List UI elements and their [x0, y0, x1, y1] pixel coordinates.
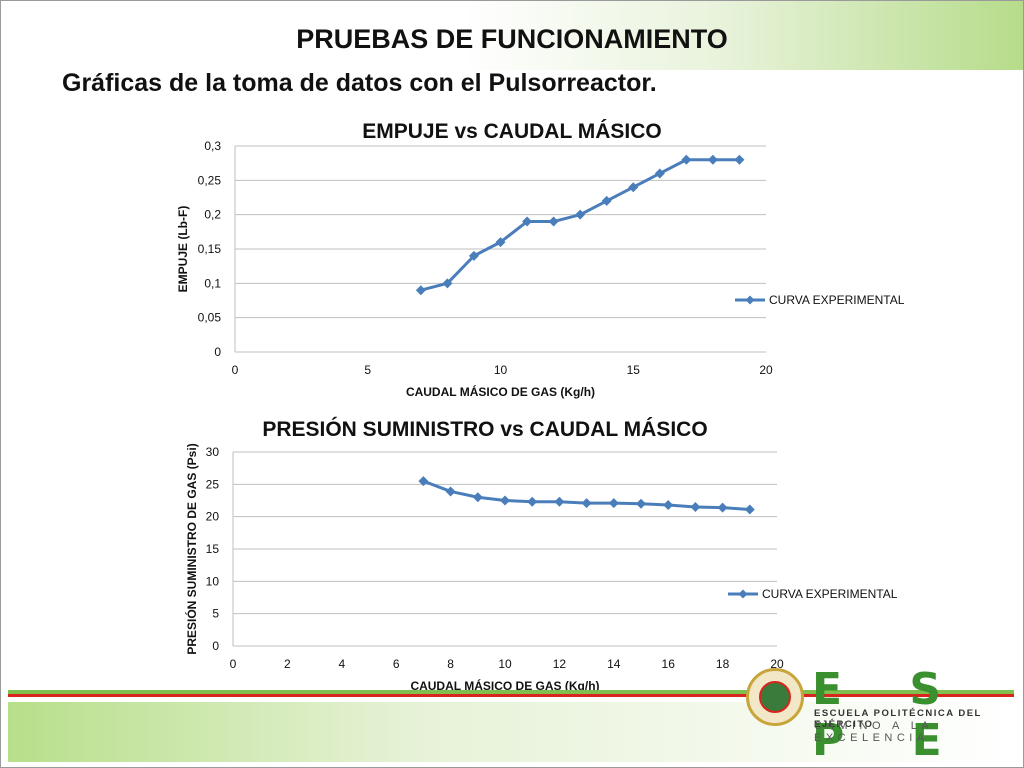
chart2-xtick-label: 10 — [498, 657, 512, 671]
chart2-xtick-label: 18 — [716, 657, 730, 671]
chart1-data-point — [734, 154, 745, 165]
chart1-data-point — [522, 216, 533, 227]
chart2-ytick-label: 30 — [206, 445, 220, 459]
chart2-title: PRESIÓN SUMINISTRO vs CAUDAL MÁSICO — [262, 417, 707, 441]
chart1-ytick-label: 0,05 — [198, 311, 222, 325]
chart1-ytick-label: 0,1 — [204, 276, 221, 290]
espe-school-name: ESCUELA POLITÉCNICA DEL EJÉRCITO — [814, 708, 982, 730]
footer-band — [8, 690, 1014, 762]
chart2-data-point — [527, 496, 538, 507]
chart2-xtick-label: 6 — [393, 657, 400, 671]
chart1-data-point — [681, 154, 692, 165]
chart1-data-point — [468, 250, 479, 261]
espe-seal-icon — [746, 668, 804, 726]
chart1-legend-label: CURVA EXPERIMENTAL — [769, 293, 905, 307]
chart1-data-point — [628, 182, 639, 193]
chart1-data-point — [707, 154, 718, 165]
chart1-ytick-label: 0,15 — [198, 242, 222, 256]
chart2-ytick-label: 15 — [206, 542, 220, 556]
chart2-ytick-label: 10 — [206, 574, 220, 588]
chart1-xtick-label: 10 — [494, 363, 508, 377]
header-band — [0, 0, 1024, 70]
footer-gradient — [8, 702, 1014, 762]
chart1-data-point — [442, 278, 453, 289]
chart2-data-point — [554, 496, 565, 507]
chart2-data-point — [472, 492, 483, 503]
chart2-legend-marker — [738, 589, 748, 599]
chart2-ylabel: PRESIÓN SUMINISTRO DE GAS (Psi) — [184, 443, 199, 654]
chart2-xtick-label: 8 — [447, 657, 454, 671]
footer-red-rule — [8, 694, 1014, 697]
chart2-data-point — [636, 498, 646, 509]
chart2-data-point — [690, 501, 701, 512]
chart1-data-point — [601, 195, 612, 206]
chart1-ytick-label: 0,2 — [204, 208, 221, 222]
espe-logo: E S P E ESCUELA POLITÉCNICA DEL EJÉRCITO… — [742, 664, 1012, 766]
chart1-data-point — [654, 168, 665, 179]
chart1-xtick-label: 15 — [627, 363, 641, 377]
chart2-ytick-label: 25 — [206, 477, 220, 491]
chart1-ytick-label: 0,25 — [198, 173, 222, 187]
chart2-data-point — [663, 500, 674, 511]
footer-green-rule — [8, 690, 1014, 694]
chart1-ylabel: EMPUJE (Lb-F) — [176, 206, 190, 293]
chart1-ytick-label: 0 — [214, 345, 221, 359]
chart1-title: EMPUJE vs CAUDAL MÁSICO — [362, 120, 662, 143]
chart2-data-point — [581, 498, 592, 509]
chart1-xlabel: CAUDAL MÁSICO DE GAS (Kg/h) — [406, 384, 595, 399]
chart2-ytick-label: 5 — [212, 607, 219, 621]
slide-title: PRUEBAS DE FUNCIONAMIENTO — [296, 24, 728, 54]
chart2-xlabel: CAUDAL MÁSICO DE GAS (Kg/h) — [410, 678, 599, 693]
slide-subtitle: Gráficas de la toma de datos con el Puls… — [62, 69, 657, 97]
chart1-data-point — [548, 216, 559, 227]
chart1-xtick-label: 0 — [232, 363, 239, 377]
chart1-xtick-label: 5 — [364, 363, 371, 377]
chart1-ytick-label: 0,3 — [204, 139, 221, 153]
chart2-xtick-label: 12 — [553, 657, 567, 671]
chart2-data-point — [418, 476, 429, 487]
chart2-data-point — [608, 498, 619, 509]
chart2-data-point — [717, 502, 728, 513]
chart2-legend-label: CURVA EXPERIMENTAL — [762, 587, 898, 601]
chart2-xtick-label: 2 — [284, 657, 291, 671]
chart2-xtick-label: 20 — [770, 657, 784, 671]
chart2-xtick-label: 16 — [662, 657, 676, 671]
chart2-data-point — [744, 504, 755, 515]
chart2-ytick-label: 0 — [212, 639, 219, 653]
chart2-ytick-label: 20 — [206, 510, 220, 524]
chart2-xtick-label: 0 — [230, 657, 237, 671]
chart-presion-vs-caudal: PRESIÓN SUMINISTRO vs CAUDAL MÁSICO 0 5 10 1… — [184, 417, 898, 693]
chart1-legend-marker — [745, 295, 755, 305]
chart2-data-point — [445, 486, 456, 497]
espe-wordmark: E S P E — [812, 664, 968, 766]
chart2-xtick-label: 14 — [607, 657, 621, 671]
chart-empuje-vs-caudal: EMPUJE vs CAUDAL MÁSICO 0 0,05 0,1 0,15 0,2 0,… — [176, 120, 905, 399]
chart1-data-point — [415, 285, 426, 296]
espe-motto: CAMINO A LA EXCELENCIA — [814, 720, 933, 744]
chart1-xtick-label: 20 — [759, 363, 773, 377]
chart1-data-point — [495, 237, 506, 248]
chart2-data-point — [500, 495, 510, 506]
chart2-xtick-label: 4 — [338, 657, 345, 671]
chart1-data-point — [575, 209, 586, 220]
